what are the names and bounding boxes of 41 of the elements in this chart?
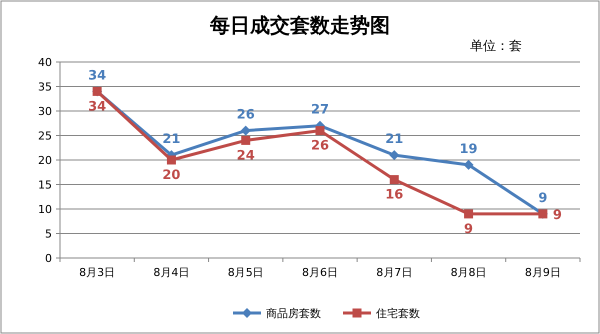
- data-label: 34: [88, 99, 106, 114]
- x-tick-label: 8月5日: [228, 266, 264, 279]
- data-label: 21: [162, 132, 180, 148]
- point: [464, 160, 474, 170]
- data-label: 9: [552, 208, 562, 223]
- data-label: 21: [385, 132, 404, 148]
- point: [390, 175, 399, 184]
- data-label: 26: [310, 138, 330, 154]
- y-tick-label: 25: [38, 130, 52, 142]
- chart-title: 每日成交套数走势图: [209, 13, 390, 37]
- x-tick-label: 8月9日: [524, 266, 561, 279]
- y-tick-label: 40: [38, 56, 52, 69]
- x-tick-label: 8月4日: [153, 266, 190, 279]
- legend-label: 住宅套数: [376, 307, 420, 320]
- x-tick-label: 8月7日: [376, 266, 412, 279]
- y-tick-label: 5: [45, 228, 52, 240]
- data-label: 26: [236, 108, 255, 123]
- data-label: 34: [88, 68, 106, 84]
- text: 单位：套: [470, 39, 522, 54]
- y-tick-label: 30: [38, 105, 52, 118]
- x-tick-label: 8月8日: [450, 266, 487, 279]
- point: [240, 126, 251, 136]
- data-label: 19: [460, 142, 478, 157]
- x-tick-label: 8月3日: [79, 266, 116, 279]
- data-label: 20: [162, 168, 180, 183]
- data-label: 9: [538, 190, 548, 206]
- point: [316, 126, 324, 136]
- data-label: 16: [385, 188, 404, 203]
- point: [241, 136, 250, 145]
- data-label: 24: [236, 148, 255, 164]
- y-tick-label: 0: [45, 252, 52, 265]
- x-tick-label: 8月6日: [302, 266, 338, 279]
- legend-label: 商品房套数: [266, 307, 321, 320]
- y-tick-label: 10: [38, 203, 52, 216]
- point: [464, 209, 474, 218]
- point: [166, 156, 176, 164]
- y-tick-label: 15: [38, 178, 52, 192]
- y-tick-label: 35: [38, 80, 52, 94]
- y-tick-label: 20: [38, 154, 52, 167]
- point: [389, 150, 400, 160]
- data-label: 9: [464, 222, 474, 237]
